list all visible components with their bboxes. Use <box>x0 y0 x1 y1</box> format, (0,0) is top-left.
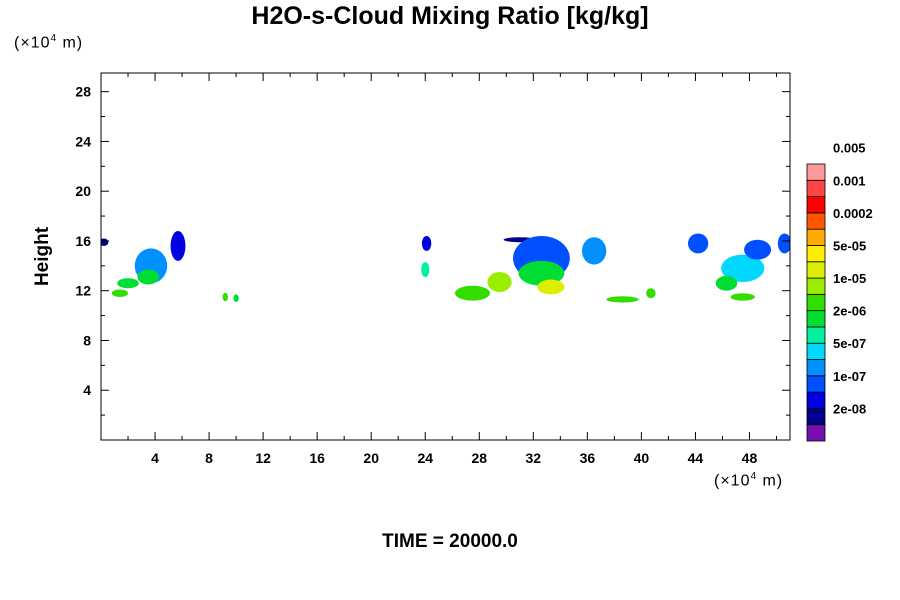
colorbar-swatch <box>806 391 826 409</box>
cloud-region <box>777 233 790 254</box>
x-tick-label: 16 <box>309 450 325 466</box>
cloud-region <box>454 285 491 301</box>
x-tick-label: 32 <box>526 450 542 466</box>
cloud-field <box>101 230 790 303</box>
colorbar-label: 2e-06 <box>833 304 866 319</box>
cloud-region <box>421 262 430 278</box>
cloud-region <box>730 293 755 301</box>
cloud-region <box>581 237 607 265</box>
colorbar-swatch <box>806 245 826 263</box>
y-tick-label: 20 <box>75 183 91 199</box>
y-axis-unit: (×104 m) <box>14 33 84 52</box>
x-axis-unit: (×104 m) <box>714 471 784 490</box>
x-tick-label: 24 <box>417 450 433 466</box>
time-label: TIME = 20000.0 <box>382 531 518 552</box>
y-axis-label: Height <box>32 226 53 286</box>
y-tick-label: 16 <box>75 233 91 249</box>
cloud-region <box>606 296 639 303</box>
cloud-region <box>101 238 109 246</box>
cloud-region <box>537 279 565 295</box>
colorbar-swatch <box>806 408 826 426</box>
y-tick-label: 12 <box>75 283 91 299</box>
colorbar-swatch <box>806 228 826 246</box>
colorbar-swatch <box>806 310 826 328</box>
cloud-region <box>111 289 129 297</box>
cloud-region <box>688 233 709 254</box>
colorbar-label: 5e-07 <box>833 336 866 351</box>
x-tick-label: 12 <box>255 450 271 466</box>
plot-frame <box>100 72 791 441</box>
cloud-region <box>233 294 239 302</box>
colorbar-swatch <box>806 212 826 230</box>
x-tick-label: 8 <box>205 450 213 466</box>
colorbar-label: 1e-07 <box>833 369 866 384</box>
chart-title: H2O-s-Cloud Mixing Ratio [kg/kg] <box>251 2 649 30</box>
cloud-region <box>170 230 186 261</box>
colorbar-label: 1e-05 <box>833 271 866 286</box>
x-tick-label: 48 <box>742 450 758 466</box>
colorbar-label: 2e-08 <box>833 401 866 416</box>
colorbar-label: 0.0002 <box>833 206 873 221</box>
colorbar-swatch <box>806 342 826 360</box>
colorbar-swatch <box>806 261 826 279</box>
colorbar-swatch <box>806 196 826 214</box>
cloud-region <box>117 278 139 289</box>
x-tick-label: 4 <box>151 450 159 466</box>
x-tick-label: 36 <box>580 450 596 466</box>
colorbar-swatch <box>806 359 826 377</box>
cloud-region <box>744 239 772 260</box>
y-tick-label: 28 <box>75 84 91 100</box>
x-tick-label: 28 <box>471 450 487 466</box>
x-tick-label: 44 <box>688 450 704 466</box>
cloud-region <box>137 269 160 285</box>
y-tick-label: 24 <box>75 133 91 149</box>
colorbar-swatch <box>806 375 826 393</box>
x-tick-label: 40 <box>634 450 650 466</box>
colorbar-swatch <box>806 179 826 197</box>
cloud-region <box>421 235 432 251</box>
cloud-region <box>715 275 738 291</box>
colorbar-label: 0.001 <box>833 173 866 188</box>
colorbar-swatch <box>806 293 826 312</box>
colorbar-swatch <box>806 277 826 295</box>
cloud-region <box>646 288 656 299</box>
cloud-region <box>518 260 565 286</box>
colorbar-swatch <box>806 424 826 442</box>
cloud-region <box>487 272 512 292</box>
cloud-region <box>721 254 765 283</box>
y-tick-label: 4 <box>83 382 91 398</box>
colorbar-swatch <box>806 163 826 181</box>
colorbar-label: 5e-05 <box>833 238 866 253</box>
colorbar-label: 0.005 <box>833 141 866 156</box>
y-tick-label: 8 <box>83 332 91 348</box>
x-tick-label: 20 <box>363 450 379 466</box>
colorbar-swatch <box>806 326 826 344</box>
cloud-region <box>222 292 228 302</box>
